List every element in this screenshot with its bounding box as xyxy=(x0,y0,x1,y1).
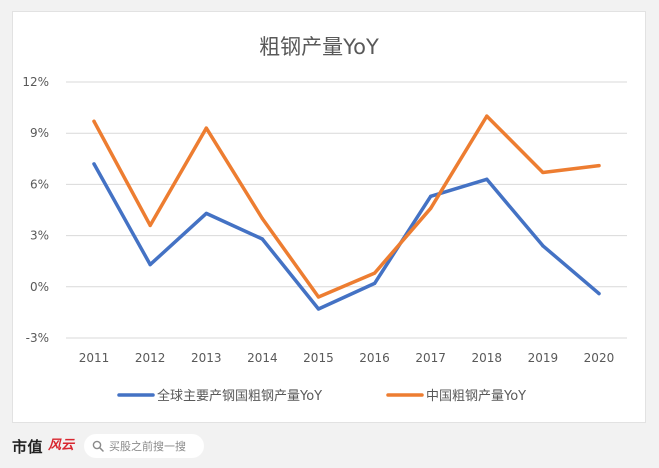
y-tick-label: -3% xyxy=(26,331,49,345)
series-line-1 xyxy=(92,114,601,299)
search-placeholder: 买股之前搜一搜 xyxy=(109,440,186,453)
data-point xyxy=(597,164,601,168)
x-tick-label: 2020 xyxy=(584,351,615,365)
x-tick-label: 2015 xyxy=(303,351,334,365)
brand-logo: 市值 风云 xyxy=(12,435,77,457)
x-tick-label: 2019 xyxy=(528,351,559,365)
data-point xyxy=(429,206,433,210)
legend-label: 中国粗钢产量YoY xyxy=(426,389,526,404)
y-tick-label: 6% xyxy=(30,177,49,191)
x-tick-label: 2018 xyxy=(471,351,502,365)
chart-title: 粗钢产量YoY xyxy=(259,35,379,59)
y-tick-label: 0% xyxy=(30,280,49,294)
y-tick-label: 9% xyxy=(30,126,49,140)
x-tick-label: 2016 xyxy=(359,351,390,365)
legend-label: 全球主要产钢国粗钢产量YoY xyxy=(157,388,322,404)
series-lines xyxy=(92,114,601,311)
legend: 全球主要产钢国粗钢产量YoY 中国粗钢产量YoY xyxy=(117,388,526,404)
x-tick-label: 2013 xyxy=(191,351,222,365)
data-point xyxy=(597,292,601,296)
search-input[interactable]: 买股之前搜一搜 xyxy=(84,434,204,458)
data-point xyxy=(541,170,545,175)
data-point xyxy=(148,223,152,227)
data-point xyxy=(316,295,321,299)
line-chart: 粗钢产量YoY -3%0%3%6%9%12% 2011 2012 2013 2014 2… xyxy=(22,35,627,404)
data-point xyxy=(260,216,264,221)
y-tick-label: 12% xyxy=(22,75,49,89)
x-tick-label: 2014 xyxy=(247,351,278,365)
x-axis-tick-labels: 2011 2012 2013 2014 2015 2016 2017 2018 2019 2020 xyxy=(79,351,614,365)
brand-mark: 风云 xyxy=(48,438,75,453)
gridlines xyxy=(66,81,627,339)
data-point xyxy=(204,211,208,216)
data-point xyxy=(148,263,152,267)
series-line-0 xyxy=(92,162,601,311)
y-axis-tick-labels: -3% 0% 3% 6% 9% 12% xyxy=(22,75,49,345)
y-tick-label: 3% xyxy=(30,229,49,243)
data-point xyxy=(429,194,433,198)
x-tick-label: 2017 xyxy=(415,351,446,365)
brand-name: 市值 xyxy=(12,437,44,456)
footer-bar: 市值 风云 买股之前搜一搜 xyxy=(0,426,659,468)
data-point xyxy=(372,281,377,285)
data-point xyxy=(485,177,489,181)
data-point xyxy=(541,244,545,248)
chart-card: 粗钢产量YoY -3% 0% 3% 6% 9% 12% 2011 2012 2013 2014 2… xyxy=(12,11,646,423)
x-tick-label: 2011 xyxy=(79,351,110,365)
data-point xyxy=(372,271,377,275)
data-point xyxy=(204,126,208,130)
data-point xyxy=(92,162,96,166)
data-point xyxy=(260,237,264,241)
data-point xyxy=(316,307,321,311)
data-point xyxy=(485,114,489,118)
x-tick-label: 2012 xyxy=(135,351,166,365)
search-icon xyxy=(92,440,104,452)
data-point xyxy=(92,119,96,123)
